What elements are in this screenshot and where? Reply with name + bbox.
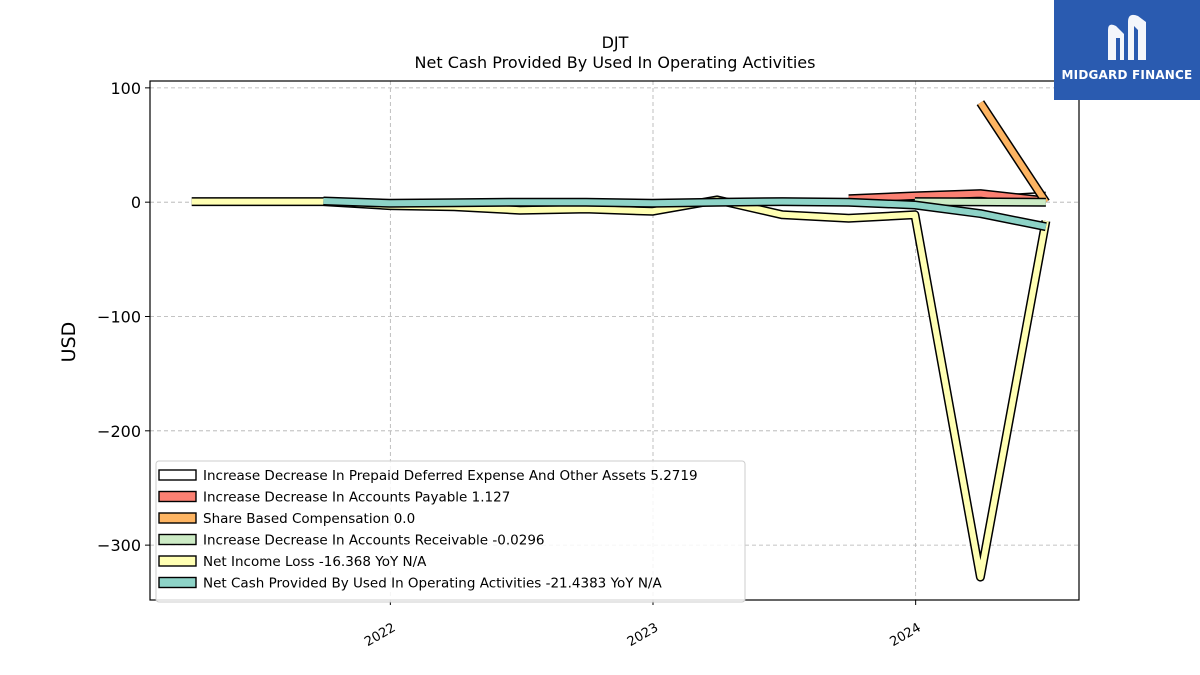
y-tick-label: −200	[97, 422, 141, 441]
legend-entry: Increase Decrease In Accounts Receivable…	[203, 533, 545, 549]
series-1	[848, 189, 1047, 206]
legend-swatch	[158, 490, 197, 503]
legend-entry: Increase Decrease In Accounts Payable 1.…	[203, 490, 510, 506]
brand-logo: MIDGARD FINANCE	[1054, 0, 1200, 100]
legend-swatch	[158, 512, 197, 524]
legend-entry: Share Based Compensation 0.0	[203, 511, 415, 527]
x-tick-label: 2024	[887, 620, 923, 650]
brand-logo-text: MIDGARD FINANCE	[1061, 68, 1193, 82]
x-tick-label: 2023	[625, 620, 661, 650]
series-line	[848, 190, 1047, 204]
legend-entry: Net Cash Provided By Used In Operating A…	[203, 576, 662, 592]
y-tick-label: 100	[110, 79, 141, 98]
legend-swatch	[158, 555, 197, 567]
midgard-logo-icon	[1108, 14, 1146, 61]
legend-swatch	[158, 576, 197, 589]
y-tick-label: −300	[97, 536, 141, 555]
legend-box	[155, 460, 746, 603]
series-2	[976, 100, 1050, 205]
chart-subtitle: Net Cash Provided By Used In Operating A…	[415, 53, 816, 72]
series-line	[977, 101, 1049, 204]
legend-entry: Increase Decrease In Prepaid Deferred Ex…	[203, 468, 698, 484]
y-tick-label: −100	[97, 307, 141, 326]
plot-series	[191, 100, 1051, 582]
series-5	[323, 196, 1047, 232]
chart-title: DJT	[602, 33, 629, 52]
legend: Increase Decrease In Prepaid Deferred Ex…	[155, 460, 746, 603]
series-3	[914, 197, 1046, 207]
series-line	[914, 198, 1046, 206]
series-line	[323, 198, 1047, 230]
y-axis-label: USD	[58, 322, 80, 363]
x-tick-label: 2022	[362, 620, 398, 650]
y-tick-label: 0	[131, 193, 141, 212]
legend-entry: Net Income Loss -16.368 YoY N/A	[203, 554, 427, 570]
legend-swatch	[158, 469, 197, 481]
legend-swatch	[158, 533, 197, 546]
